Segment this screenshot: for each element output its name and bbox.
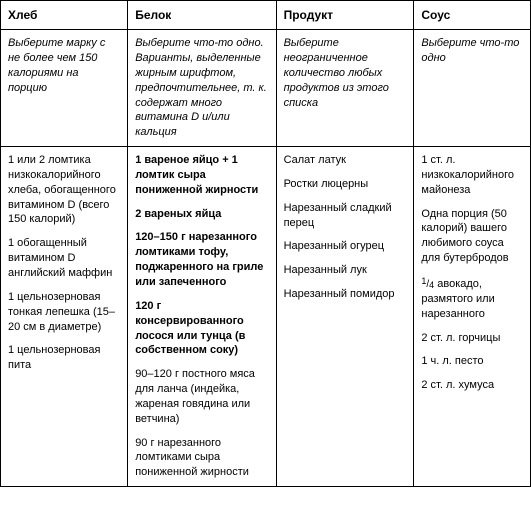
option-item: Одна порция (50 калорий) вашего любимого…: [421, 207, 523, 266]
options-protein: 1 вареное яйцо + 1 ломтик сыра пониженно…: [128, 147, 276, 487]
option-item: 2 ст. л. горчицы: [421, 331, 523, 346]
option-item: 120–150 г нарезанного ломтиками тофу, по…: [135, 230, 268, 289]
option-item: 2 вареных яйца: [135, 207, 268, 222]
option-item: 1 вареное яйцо + 1 ломтик сыра пониженно…: [135, 153, 268, 198]
option-item: 2 ст. л. хумуса: [421, 378, 523, 393]
option-item: 1 ч. л. песто: [421, 354, 523, 369]
option-item: 1 цельнозерновая пита: [8, 343, 120, 373]
instruction-produce: Выберите неограниченное количество любых…: [276, 30, 414, 147]
option-item: 90–120 г постного мяса для ланча (индейк…: [135, 367, 268, 426]
options-row: 1 или 2 ломтика низкокалорийного хлеба, …: [1, 147, 531, 487]
instruction-protein: Выберите что-то одно. Варианты, выделенн…: [128, 30, 276, 147]
instruction-sauce: Выберите что-то одно: [414, 30, 531, 147]
meal-builder-table: Хлеб Белок Продукт Соус Выберите марку с…: [0, 0, 531, 487]
option-item: 1/4 авокадо, размятого или нарезанного: [421, 275, 523, 322]
instruction-bread: Выберите марку с не более чем 150 калори…: [1, 30, 128, 147]
instruction-row: Выберите марку с не более чем 150 калори…: [1, 30, 531, 147]
col-header-sauce: Соус: [414, 1, 531, 30]
header-row: Хлеб Белок Продукт Соус: [1, 1, 531, 30]
option-item: Салат латук: [284, 153, 407, 168]
option-item: Нарезанный сладкий перец: [284, 201, 407, 231]
option-item: 120 г консервированного лосося или тунца…: [135, 299, 268, 358]
col-header-bread: Хлеб: [1, 1, 128, 30]
option-item: 1 ст. л. низкокалорийного майонеза: [421, 153, 523, 198]
option-item: Нарезанный помидор: [284, 287, 407, 302]
option-item: Нарезанный лук: [284, 263, 407, 278]
options-produce: Салат латук Ростки люцерны Нарезанный слад…: [276, 147, 414, 487]
option-item: 90 г нарезанного ломтиками сыра пониженн…: [135, 436, 268, 481]
option-item: Ростки люцерны: [284, 177, 407, 192]
options-bread: 1 или 2 ломтика низкокалорийного хлеба, …: [1, 147, 128, 487]
col-header-produce: Продукт: [276, 1, 414, 30]
col-header-protein: Белок: [128, 1, 276, 30]
option-item: 1 обогащенный витамином D английский маф…: [8, 236, 120, 281]
option-item: 1 цельнозерновая тонкая лепешка (15–20 с…: [8, 290, 120, 335]
option-item: Нарезанный огурец: [284, 239, 407, 254]
options-sauce: 1 ст. л. низкокалорийного майонеза Одна п…: [414, 147, 531, 487]
option-item: 1 или 2 ломтика низкокалорийного хлеба, …: [8, 153, 120, 227]
